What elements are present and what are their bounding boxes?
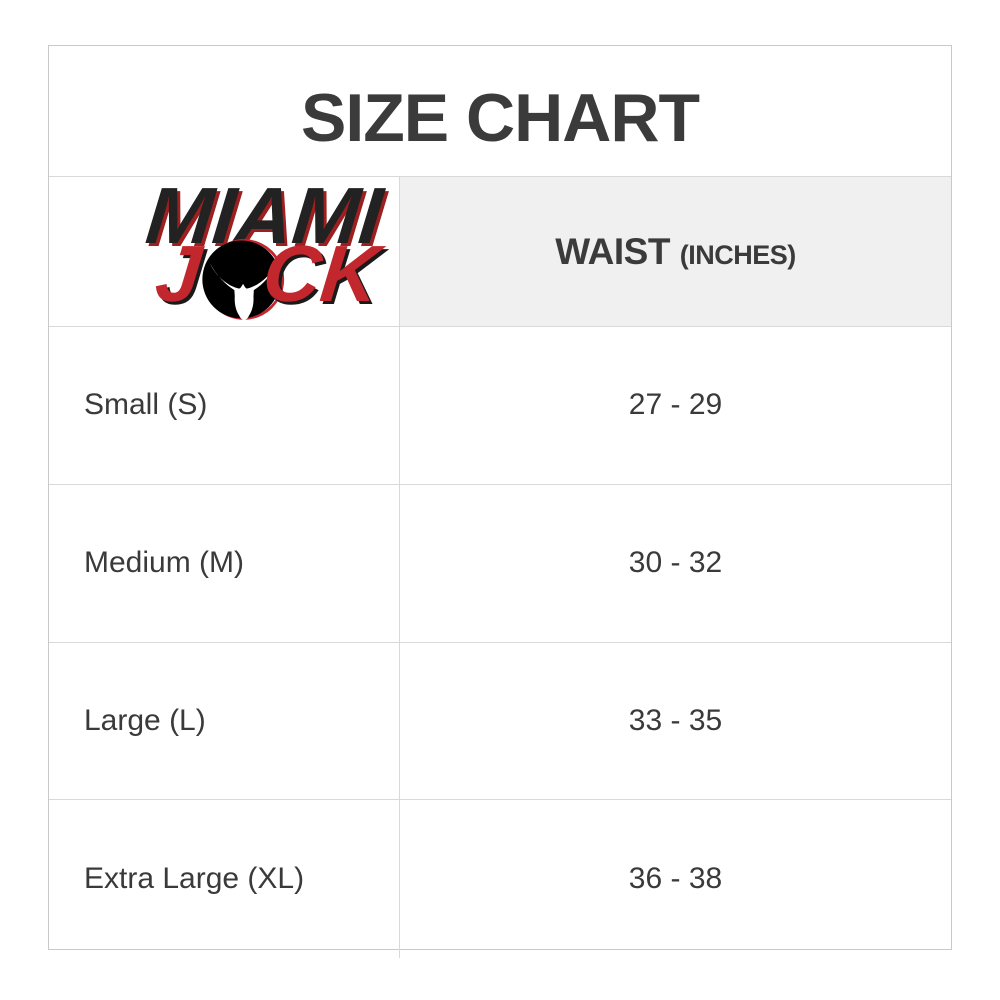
svg-text:CK: CK xyxy=(259,229,389,318)
